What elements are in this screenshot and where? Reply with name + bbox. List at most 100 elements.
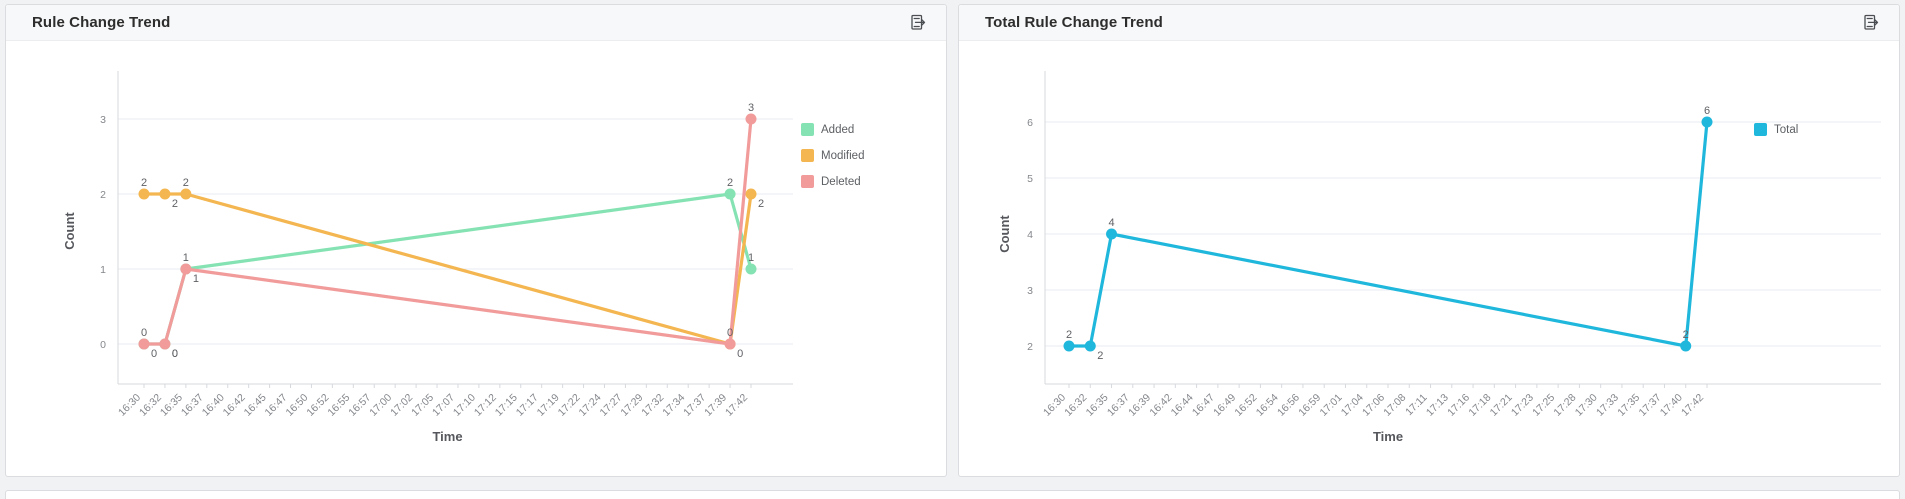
chart-area-rule-change: 0 1 2 3 16:30 16:32 16:35 16:37 16:40 16:42 16:45 1… [6, 41, 946, 476]
x-tick-label: 16:42 [1147, 392, 1174, 419]
panel-header: Rule Change Trend [6, 5, 946, 41]
panel-title: Rule Change Trend [32, 14, 171, 31]
data-point[interactable] [724, 188, 736, 200]
x-tick-label: 17:00 [367, 392, 394, 419]
y-tick-label: 1 [100, 264, 106, 276]
legend-swatch [1754, 123, 1767, 136]
data-point[interactable] [1106, 228, 1118, 240]
next-panel-top-edge [5, 490, 1900, 499]
panel-header: Total Rule Change Trend [959, 5, 1899, 41]
data-point[interactable] [159, 188, 171, 200]
data-point[interactable] [180, 188, 192, 200]
x-tick-label: 16:35 [158, 392, 185, 419]
data-point-label: 0 [172, 348, 178, 360]
legend-swatch [801, 175, 814, 188]
x-tick-label: 17:32 [639, 392, 666, 419]
data-point-label: 1 [748, 252, 754, 264]
x-tick-label: 16:57 [346, 392, 373, 419]
x-tick-label: 17:04 [1339, 392, 1366, 419]
x-tick-label: 17:22 [556, 392, 583, 419]
panel-total-rule-change-trend: Total Rule Change Trend 2 3 4 5 6 16:30 16:32 1… [958, 4, 1900, 477]
data-point[interactable] [180, 263, 192, 275]
legend-label: Added [821, 123, 855, 136]
x-tick-label: 17:35 [1615, 392, 1642, 419]
export-report-button[interactable] [1860, 12, 1881, 33]
data-point-label: 0 [727, 327, 733, 339]
x-tick-label: 16:56 [1275, 392, 1302, 419]
x-tick-label: 17:19 [535, 392, 562, 419]
y-tick-label: 5 [1027, 173, 1033, 185]
x-tick-label: 16:47 [263, 392, 290, 419]
x-tick-label: 16:44 [1169, 392, 1196, 419]
legend-item-modified[interactable]: Modified [801, 149, 864, 162]
x-tick-label: 17:01 [1318, 392, 1345, 419]
y-axis-title: Count [997, 215, 1012, 253]
data-point[interactable] [1084, 340, 1096, 352]
x-tick-label: 17:21 [1488, 392, 1515, 419]
x-tick-label: 16:32 [137, 392, 164, 419]
data-point-label: 0 [151, 348, 157, 360]
data-point[interactable] [745, 263, 757, 275]
data-point-label: 2 [141, 177, 147, 189]
x-tick-label: 17:17 [514, 392, 541, 419]
data-point-label: 2 [172, 198, 178, 210]
x-tick-label: 16:49 [1211, 392, 1238, 419]
x-tick-label: 16:50 [284, 392, 311, 419]
x-tick-label: 16:40 [200, 392, 227, 419]
x-tick-label: 17:05 [409, 392, 436, 419]
legend-item-added[interactable]: Added [801, 123, 864, 136]
legend-item-total[interactable]: Total [1754, 123, 1798, 136]
x-tick-label: 16:55 [325, 392, 352, 419]
data-point[interactable] [1680, 340, 1692, 352]
y-tick-label: 2 [100, 189, 106, 201]
panel-title: Total Rule Change Trend [985, 14, 1163, 31]
x-tick-label: 16:52 [304, 392, 331, 419]
x-tick-label: 16:30 [1041, 392, 1068, 419]
data-point[interactable] [138, 338, 150, 350]
x-tick-label: 17:34 [660, 392, 687, 419]
export-document-icon [1862, 14, 1879, 34]
rule-change-line-chart[interactable]: 012316:3016:3216:3516:3716:4016:4216:451… [6, 41, 946, 476]
x-tick-label: 17:13 [1424, 392, 1451, 419]
data-point[interactable] [724, 338, 736, 350]
legend-item-deleted[interactable]: Deleted [801, 175, 864, 188]
x-tick-label: 17:07 [430, 392, 457, 419]
total-rule-change-line-chart[interactable]: 2 3 4 5 6 16:3016:3216:3516:3716:3916:4216:44… [959, 41, 1899, 476]
data-point[interactable] [1701, 116, 1713, 128]
legend-label: Total [1774, 123, 1799, 136]
x-tick-label: 17:18 [1466, 392, 1493, 419]
export-report-button[interactable] [907, 12, 928, 33]
x-tick-label: 17:15 [493, 392, 520, 419]
data-point-label: 2 [758, 198, 764, 210]
data-point[interactable] [1063, 340, 1075, 352]
data-point[interactable] [745, 188, 757, 200]
x-tick-label: 17:33 [1594, 392, 1621, 419]
x-tick-label: 16:47 [1190, 392, 1217, 419]
x-tick-label: 17:08 [1381, 392, 1408, 419]
x-tick-label: 16:42 [221, 392, 248, 419]
y-tick-label: 3 [1027, 285, 1033, 297]
x-tick-label: 17:23 [1509, 392, 1536, 419]
data-point-label: 6 [1704, 105, 1710, 117]
y-tick-label: 0 [100, 339, 106, 351]
x-tick-label: 16:39 [1126, 392, 1153, 419]
x-tick-label: 17:37 [681, 392, 708, 419]
x-tick-label: 16:30 [116, 392, 143, 419]
legend-swatch [801, 149, 814, 162]
x-tick-label: 16:37 [179, 392, 206, 419]
data-point-label: 1 [183, 252, 189, 264]
x-axis-title: Time [432, 429, 462, 444]
data-point-label: 2 [1066, 329, 1072, 341]
data-point[interactable] [745, 113, 757, 125]
y-tick-label: 6 [1027, 117, 1033, 129]
y-tick-label: 4 [1027, 229, 1033, 241]
x-tick-label: 17:25 [1530, 392, 1557, 419]
chart-area-total-rule-change: 2 3 4 5 6 16:30 16:32 16:35 16:37 16:39 16:42 16:44… [959, 41, 1899, 476]
x-tick-label: 17:27 [597, 392, 624, 419]
data-point[interactable] [159, 338, 171, 350]
data-point[interactable] [138, 188, 150, 200]
x-tick-label: 17:42 [1679, 392, 1706, 419]
x-tick-label: 17:16 [1445, 392, 1472, 419]
x-tick-label: 17:11 [1403, 392, 1430, 419]
